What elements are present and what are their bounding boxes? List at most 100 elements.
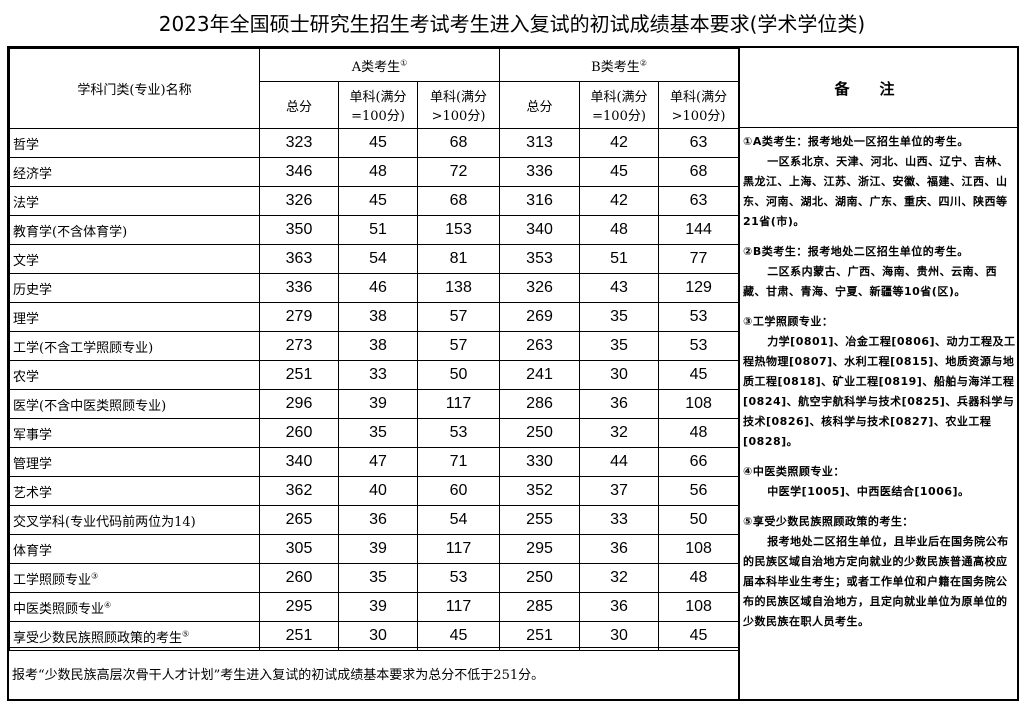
- b-total: 316: [499, 186, 581, 216]
- a-single-gt100: 71: [416, 447, 501, 477]
- a-single100: 33: [338, 360, 418, 390]
- b-total: 263: [499, 331, 581, 361]
- b-total: 255: [499, 505, 581, 535]
- a-single-gt100: 153: [416, 215, 501, 245]
- table-row: 经济学 346 48 72 336 45 68: [9, 157, 740, 187]
- table-row: 体育学 305 39 117 295 36 108: [9, 534, 740, 564]
- b-single100: 36: [579, 592, 660, 622]
- subject-name: 管理学: [9, 447, 260, 477]
- note-heading: ②B类考生：报考地处二区招生单位的考生。: [743, 245, 969, 258]
- b-single100: 44: [579, 447, 660, 477]
- note-heading: ①A类考生：报考地处一区招生单位的考生。: [743, 135, 969, 148]
- footer-note: 报考“少数民族高层次骨干人才计划”考生进入复试的初试成绩基本要求为总分不低于25…: [9, 647, 738, 699]
- b-single-gt100: 66: [658, 447, 740, 477]
- table-row: 工学(不含工学照顾专业) 273 38 57 263 35 53: [9, 331, 740, 361]
- note-body: 报考地处二区招生单位，且毕业后在国务院公布的民族区域自治地方定向就业的少数民族普…: [743, 535, 1009, 628]
- b-single100: 42: [579, 128, 660, 158]
- header-a-single100: 单科(满分=100分): [338, 81, 418, 129]
- b-single-gt100: 48: [658, 418, 740, 448]
- a-single100: 45: [338, 186, 418, 216]
- table-row: 法学 326 45 68 316 42 63: [9, 186, 740, 216]
- table-row: 享受少数民族照顾政策的考生⑤ 251 30 45 251 30 45: [9, 621, 740, 651]
- a-total: 326: [259, 186, 339, 216]
- b-single100: 45: [579, 157, 660, 187]
- b-single-gt100: 108: [658, 389, 740, 419]
- b-single100: 36: [579, 534, 660, 564]
- a-single100: 47: [338, 447, 418, 477]
- b-single-gt100: 108: [658, 534, 740, 564]
- b-total: 285: [499, 592, 581, 622]
- subject-name: 体育学: [9, 534, 260, 564]
- subject-name: 工学(不含工学照顾专业): [9, 331, 260, 361]
- b-single-gt100: 53: [658, 302, 740, 332]
- b-single-gt100: 48: [658, 563, 740, 593]
- a-total: 305: [259, 534, 339, 564]
- b-total: 340: [499, 215, 581, 245]
- a-single-gt100: 117: [416, 534, 501, 564]
- b-single100: 35: [579, 331, 660, 361]
- b-single100: 37: [579, 476, 660, 506]
- note-body: 一区系北京、天津、河北、山西、辽宁、吉林、黑龙江、上海、江苏、浙江、安徽、福建、…: [743, 155, 1009, 228]
- b-total: 336: [499, 157, 581, 187]
- a-total: 251: [259, 621, 339, 651]
- table-row: 医学(不含中医类照顾专业) 296 39 117 286 36 108: [9, 389, 740, 419]
- table-row: 艺术学 362 40 60 352 37 56: [9, 476, 740, 506]
- a-total: 323: [259, 128, 339, 158]
- score-table-frame: 学科门类(专业)名称 A类考生① B类考生② 总分 单科(满分=100分) 单科…: [7, 46, 1019, 701]
- subject-name: 工学照顾专业③: [9, 563, 260, 593]
- subject-name: 教育学(不含体育学): [9, 215, 260, 245]
- b-total: 250: [499, 563, 581, 593]
- table-row: 农学 251 33 50 241 30 45: [9, 360, 740, 390]
- header-b-single-gt100: 单科(满分>100分): [658, 81, 740, 129]
- b-single-gt100: 63: [658, 128, 740, 158]
- a-single100: 30: [338, 621, 418, 651]
- note-heading: ⑤享受少数民族照顾政策的考生：: [743, 515, 914, 528]
- table-row: 军事学 260 35 53 250 32 48: [9, 418, 740, 448]
- b-single-gt100: 50: [658, 505, 740, 535]
- a-total: 350: [259, 215, 339, 245]
- a-total: 260: [259, 418, 339, 448]
- a-total: 260: [259, 563, 339, 593]
- a-single-gt100: 72: [416, 157, 501, 187]
- a-total: 273: [259, 331, 339, 361]
- b-single-gt100: 53: [658, 331, 740, 361]
- note-body: 中医学[1005]、中西医结合[1006]。: [767, 485, 970, 498]
- a-single-gt100: 60: [416, 476, 501, 506]
- b-total: 250: [499, 418, 581, 448]
- b-single100: 32: [579, 563, 660, 593]
- a-total: 296: [259, 389, 339, 419]
- b-single100: 33: [579, 505, 660, 535]
- a-single100: 35: [338, 418, 418, 448]
- a-single-gt100: 54: [416, 505, 501, 535]
- b-total: 330: [499, 447, 581, 477]
- a-total: 363: [259, 244, 339, 274]
- subject-name: 文学: [9, 244, 260, 274]
- a-single-gt100: 57: [416, 302, 501, 332]
- a-single100: 40: [338, 476, 418, 506]
- a-single100: 39: [338, 389, 418, 419]
- b-single-gt100: 56: [658, 476, 740, 506]
- a-single-gt100: 81: [416, 244, 501, 274]
- a-single-gt100: 68: [416, 186, 501, 216]
- a-single-gt100: 50: [416, 360, 501, 390]
- b-single-gt100: 45: [658, 360, 740, 390]
- b-single-gt100: 144: [658, 215, 740, 245]
- table-row: 理学 279 38 57 269 35 53: [9, 302, 740, 332]
- b-single100: 32: [579, 418, 660, 448]
- header-a-single-gt100: 单科(满分>100分): [416, 81, 501, 129]
- b-total: 352: [499, 476, 581, 506]
- a-single100: 36: [338, 505, 418, 535]
- a-total: 362: [259, 476, 339, 506]
- subject-name: 经济学: [9, 157, 260, 187]
- a-single-gt100: 53: [416, 418, 501, 448]
- b-single-gt100: 77: [658, 244, 740, 274]
- table-row: 工学照顾专业③ 260 35 53 250 32 48: [9, 563, 740, 593]
- b-single100: 36: [579, 389, 660, 419]
- a-single100: 38: [338, 331, 418, 361]
- subject-name: 享受少数民族照顾政策的考生⑤: [9, 621, 260, 651]
- table-row: 历史学 336 46 138 326 43 129: [9, 273, 740, 303]
- note-body: 力学[0801]、冶金工程[0806]、动力工程及工程热物理[0807]、水利工…: [743, 335, 1016, 448]
- note-heading: ③工学照顾专业：: [743, 315, 834, 328]
- a-single100: 45: [338, 128, 418, 158]
- table-row: 中医类照顾专业④ 295 39 117 285 36 108: [9, 592, 740, 622]
